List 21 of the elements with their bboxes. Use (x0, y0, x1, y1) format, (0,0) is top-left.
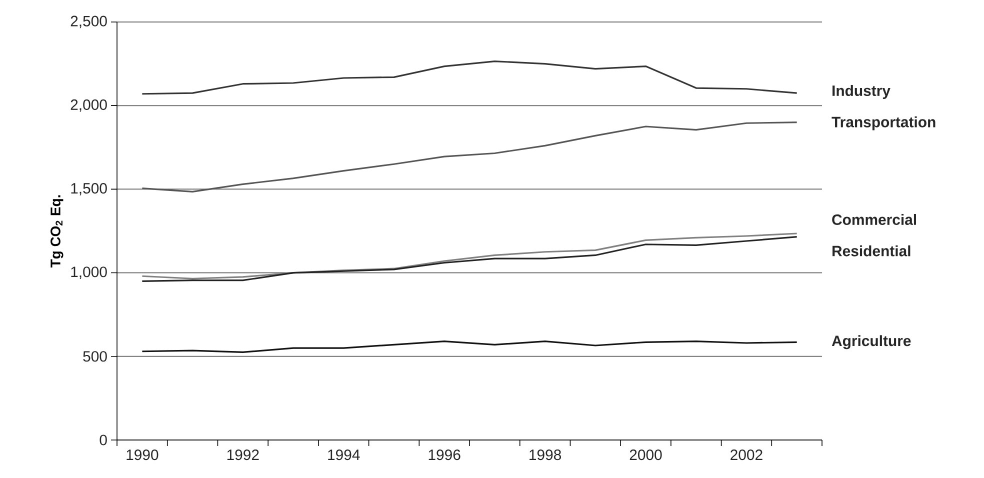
y-tick-label: 0 (100, 434, 107, 446)
x-tick-label: 1996 (428, 450, 460, 460)
text: Commercial (832, 214, 916, 225)
x-tick-label: 2002 (730, 450, 762, 460)
y-axis-title: Tg CO$_{2}$ Eq. (50, 195, 64, 268)
y-tick-label: 2,500 (70, 16, 107, 28)
line-series (141, 122, 798, 192)
y-tick-label: 2,000 (70, 99, 107, 112)
x-tick-label: 1998 (530, 450, 562, 460)
y-tick-label: 1,500 (71, 183, 107, 196)
y-tick-label: 1,000 (71, 266, 107, 279)
line-series (141, 60, 798, 95)
y-tick-label: 500 (83, 351, 107, 362)
x-tick-label: 1994 (328, 450, 360, 460)
x-tick-label: 1992 (227, 450, 259, 460)
x-tick-label: 1990 (126, 450, 158, 460)
x-tick-label: 2000 (630, 450, 662, 460)
text: Residential (832, 245, 910, 256)
text: Transportation (832, 116, 936, 130)
text: Industry (832, 85, 890, 99)
text: Agriculture (832, 335, 911, 350)
